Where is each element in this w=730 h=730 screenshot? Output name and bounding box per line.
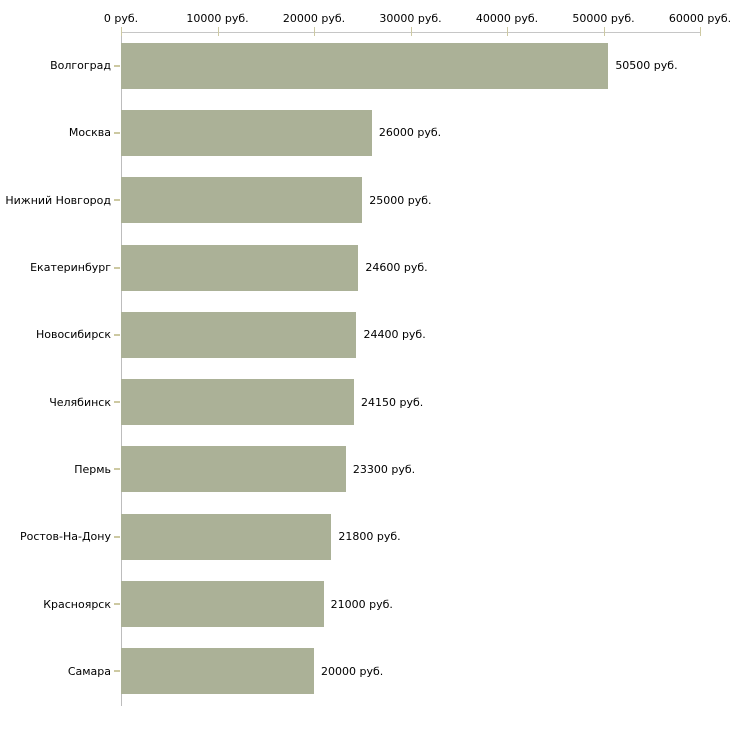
x-axis-tick-label: 10000 руб. (186, 12, 249, 25)
category-label-cell: Екатеринбург (0, 245, 121, 291)
bar-3 (121, 244, 359, 291)
x-axis-tick-mark (121, 27, 122, 36)
bar-5 (121, 379, 355, 426)
x-axis-tick-label: 50000 руб. (572, 12, 635, 25)
bar-value-label: 25000 руб. (369, 193, 432, 207)
category-label-cell: Красноярск (0, 581, 121, 627)
y-axis-category-label: Волгоград (50, 59, 111, 73)
bar-value-label: 24600 руб. (365, 261, 428, 275)
bar-rows: Волгоград 50500 руб. Москва 26000 руб. Нижни… (0, 32, 730, 705)
category-label-cell: Новосибирск (0, 312, 121, 358)
x-axis-tick-label: 20000 руб. (282, 12, 346, 25)
bar-row: Челябинск 24150 руб. (0, 368, 730, 435)
y-axis-category-label: Самара (67, 664, 111, 678)
bar-value-label: 23300 руб. (352, 462, 416, 476)
x-axis-tick-mark (217, 27, 219, 36)
bar-row: Красноярск 21000 руб. (0, 570, 730, 637)
bar-9 (121, 648, 314, 695)
x-axis-tick-mark (314, 27, 315, 36)
y-axis-category-label: Пермь (74, 462, 111, 476)
x-axis-tick-label: 0 руб. (103, 12, 139, 25)
category-label-cell: Самара (0, 648, 121, 694)
bar-value-label: 50500 руб. (615, 59, 678, 73)
y-axis-tick-mark (114, 535, 120, 538)
y-axis-tick-mark (114, 401, 120, 404)
x-axis-tick-label: 60000 руб. (668, 12, 730, 25)
x-axis-tick-mark (507, 27, 508, 36)
y-axis-category-label: Новосибирск (35, 328, 111, 342)
bar-row: Новосибирск 24400 руб. (0, 301, 730, 368)
y-axis-tick-mark (114, 603, 120, 606)
y-axis-line (121, 32, 122, 706)
bar-value-label: 20000 руб. (321, 664, 384, 678)
bar-row: Пермь 23300 руб. (0, 436, 730, 503)
y-axis-tick-mark (114, 333, 120, 336)
bar-4 (121, 311, 357, 358)
bar-value-label: 21800 руб. (338, 530, 401, 544)
y-axis-category-label: Ростов-На-Дону (19, 530, 111, 544)
y-axis-category-label: Москва (68, 126, 111, 140)
category-label-cell: Ростов-На-Дону (0, 514, 121, 560)
category-label-cell: Нижний Новгород (0, 177, 121, 223)
y-axis-tick-mark (114, 131, 120, 134)
x-axis-tick-label: 40000 руб. (475, 12, 539, 25)
y-axis-category-label: Красноярск (43, 597, 111, 611)
x-axis-tick-mark (603, 27, 605, 36)
bar-value-label: 24150 руб. (361, 395, 424, 409)
category-label-cell: Челябинск (0, 379, 121, 425)
bar-row: Нижний Новгород 25000 руб. (0, 167, 730, 234)
category-label-cell: Москва (0, 110, 121, 156)
bar-7 (121, 513, 332, 560)
bar-value-label: 21000 руб. (330, 597, 393, 611)
bar-value-label: 26000 руб. (378, 126, 442, 140)
bar-value-label: 24400 руб. (363, 328, 426, 342)
y-axis-tick-mark (114, 670, 120, 673)
bar-8 (121, 581, 324, 628)
bar-row: Волгоград 50500 руб. (0, 32, 730, 99)
bar-row: Самара 20000 руб. (0, 638, 730, 705)
bar-0 (121, 42, 609, 89)
category-label-cell: Волгоград (0, 43, 121, 89)
y-axis-category-label: Нижний Новгород (5, 193, 111, 207)
y-axis-tick-mark (114, 199, 120, 202)
y-axis-category-label: Челябинск (49, 395, 111, 409)
bar-row: Ростов-На-Дону 21800 руб. (0, 503, 730, 570)
y-axis-tick-mark (114, 468, 120, 471)
bar-6 (121, 446, 346, 493)
bar-1 (121, 109, 372, 156)
x-axis-tick-mark (410, 27, 412, 36)
category-label-cell: Пермь (0, 446, 121, 492)
y-axis-tick-mark (114, 64, 120, 67)
bar-row: Екатеринбург 24600 руб. (0, 234, 730, 301)
y-axis-tick-mark (114, 266, 120, 269)
bar-row: Москва 26000 руб. (0, 99, 730, 166)
x-axis-tick-label: 30000 руб. (379, 12, 442, 25)
x-axis-tick-mark (700, 27, 701, 36)
y-axis-category-label: Екатеринбург (30, 261, 111, 275)
bar-2 (121, 177, 363, 224)
